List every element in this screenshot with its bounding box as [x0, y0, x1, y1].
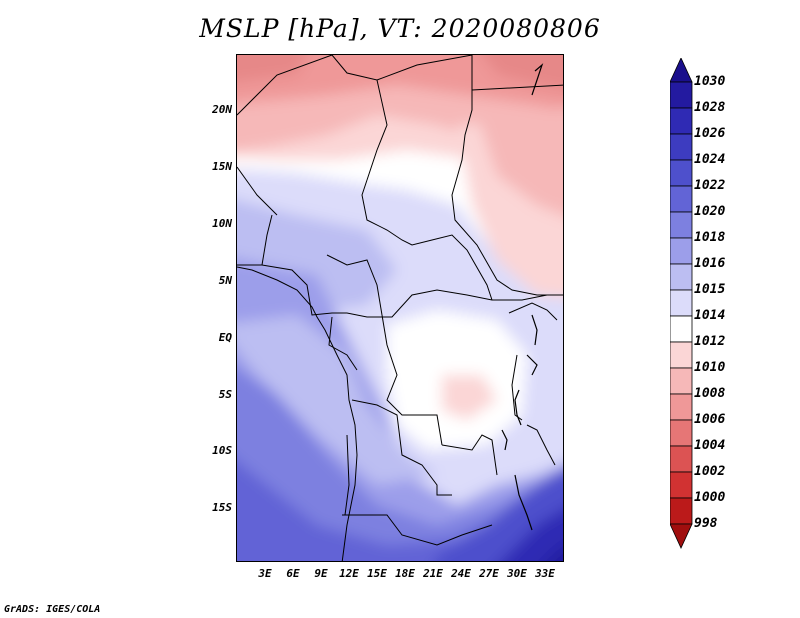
colorbar-level-label: 1020: [694, 204, 726, 219]
lon-label-6e: 6E: [286, 567, 300, 580]
colorbar-swatch: [670, 81, 693, 109]
colorbar-bottom-arrow: [670, 523, 693, 549]
colorbar-swatch: [670, 107, 693, 135]
colorbar-swatch: [670, 445, 693, 473]
colorbar-level-label: 1022: [694, 178, 726, 193]
field-1007b: [237, 55, 307, 83]
lon-label-21e: 21E: [423, 567, 443, 580]
colorbar-swatch: [670, 315, 693, 343]
lon-label-18e: 18E: [395, 567, 415, 580]
lat-label-15n: 15N: [212, 160, 232, 173]
lat-label-15s: 15S: [212, 501, 232, 514]
pressure-field: [237, 55, 563, 561]
lat-label-eq: EQ: [218, 331, 232, 344]
colorbar-level-label: 1016: [694, 256, 726, 271]
lat-label-10n: 10N: [212, 217, 232, 230]
colorbar-level-label: 1012: [694, 334, 726, 349]
lon-label-3e: 3E: [258, 567, 272, 580]
colorbar-swatch: [670, 393, 693, 421]
colorbar-level-label: 998: [694, 516, 718, 531]
colorbar-level-label: 1006: [694, 412, 726, 427]
colorbar-level-label: 1014: [694, 308, 726, 323]
colorbar-swatch: [670, 237, 693, 265]
lon-label-24e: 24E: [451, 567, 471, 580]
lon-label-30e: 30E: [507, 567, 527, 580]
colorbar-level-label: 1004: [694, 438, 726, 453]
colorbar-swatch: [670, 341, 693, 369]
field-1010-east: [477, 107, 563, 216]
lon-label-33e: 33E: [535, 567, 555, 580]
colorbar-level-label: 1002: [694, 464, 726, 479]
colorbar-swatch: [670, 471, 693, 499]
field-1020: [237, 368, 563, 561]
colorbar-top-arrow: [670, 58, 693, 83]
colorbar-swatch: [670, 211, 693, 239]
field-1016-sw: [237, 315, 437, 485]
lat-label-10s: 10S: [212, 444, 232, 457]
lakes: [501, 63, 544, 531]
colorbar-level-label: 1028: [694, 100, 726, 115]
colorbar-swatch: [670, 419, 693, 447]
footer-credit: GrADS: IGES/COLA: [4, 604, 101, 615]
colorbar-swatch: [670, 159, 693, 187]
colorbar-swatch: [670, 133, 693, 161]
field-1008: [237, 55, 563, 111]
lon-label-27e: 27E: [479, 567, 499, 580]
colorbar-swatch: [670, 289, 693, 317]
colorbar-level-label: 1000: [694, 490, 726, 505]
colorbar-swatch: [670, 185, 693, 213]
colorbar-level-label: 1030: [694, 74, 726, 89]
colorbar-level-label: 1018: [694, 230, 726, 245]
lon-label-9e: 9E: [314, 567, 328, 580]
colorbar-level-label: 1024: [694, 152, 726, 167]
lat-label-20n: 20N: [212, 103, 232, 116]
colorbar-swatch: [670, 367, 693, 395]
lon-label-12e: 12E: [339, 567, 359, 580]
coastline: [237, 266, 358, 561]
colorbar-swatch: [670, 263, 693, 291]
colorbar: [670, 58, 693, 549]
lat-label-5s: 5S: [218, 388, 232, 401]
colorbar-level-label: 1015: [694, 282, 726, 297]
colorbar-level-label: 1008: [694, 386, 726, 401]
country-borders: [237, 55, 563, 546]
colorbar-level-label: 1010: [694, 360, 726, 375]
field-1012-center: [442, 375, 497, 420]
pressure-map: [236, 54, 564, 562]
field-1026: [501, 509, 563, 561]
lon-label-15e: 15E: [367, 567, 387, 580]
colorbar-level-label: 1026: [694, 126, 726, 141]
colorbar-swatch: [670, 497, 693, 525]
lat-label-5n: 5N: [218, 274, 232, 287]
chart-title: MSLP [hPa], VT: 2020080806: [199, 14, 601, 43]
field-1028: [546, 546, 563, 561]
